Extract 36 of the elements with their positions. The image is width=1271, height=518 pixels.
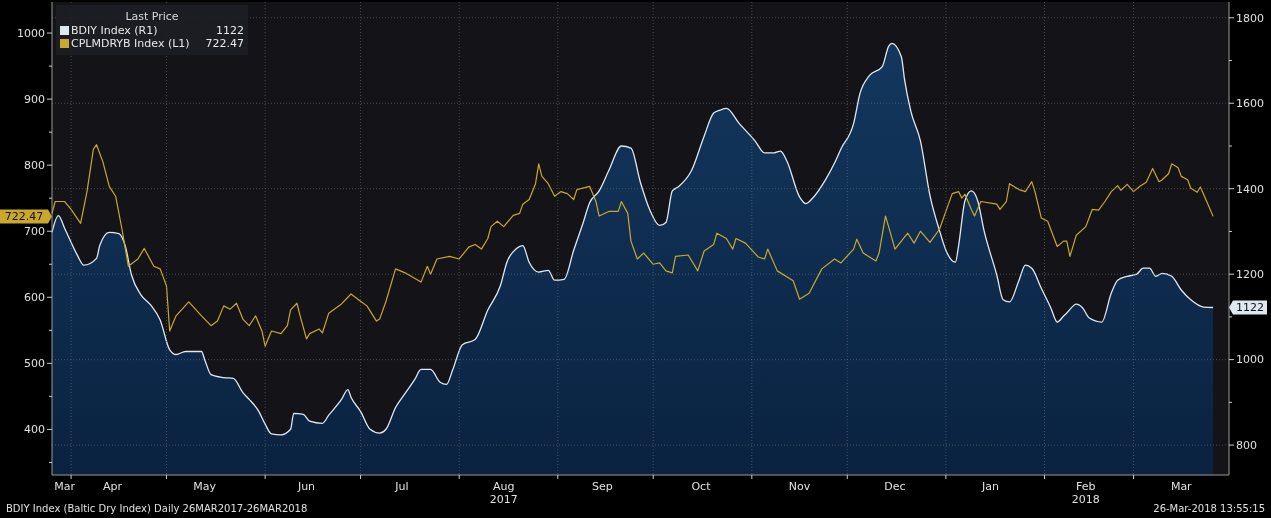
y-tick-label: 800 (24, 159, 45, 173)
legend-title: Last Price (125, 10, 179, 23)
x-tick-label: Apr (102, 480, 123, 493)
y2-tick-label: 1600 (1236, 97, 1264, 111)
text: 722.47 (4, 210, 44, 224)
line-series (51, 144, 1214, 347)
x-tick-label: Mar (1170, 480, 1193, 493)
text: 1122 (1236, 301, 1264, 315)
y-tick-label: 1000 (17, 26, 45, 40)
x-tick-label: Jul (394, 480, 409, 493)
x-tick-label: Jun (296, 480, 316, 493)
y-tick-label: 400 (24, 423, 45, 437)
text: 26-Mar-2018 13:55:15 (1153, 503, 1265, 514)
y2-tick-label: 1800 (1236, 11, 1264, 25)
y-tick-label: 600 (24, 291, 45, 305)
x-tick-label: May (193, 480, 217, 493)
text: BDIY Index (Baltic Dry Index) Daily 26MAR2017-26MAR2018 (6, 503, 308, 514)
legend-label: BDIY Index (R1) (71, 24, 158, 37)
x-tick-label: Nov (788, 480, 811, 493)
y2-tick-label: 1400 (1236, 182, 1264, 196)
x-tick-label: Oct (691, 480, 712, 493)
x-tick-label: Aug 2017 (489, 480, 518, 506)
annotation: 722.47 (205, 37, 244, 50)
y-tick-label: 900 (24, 92, 45, 106)
x-tick-label: Dec (884, 480, 906, 493)
x-tick-label: Jan (980, 480, 999, 493)
y-tick-label: 500 (24, 357, 45, 371)
y2-tick-label: 1000 (1236, 353, 1264, 367)
annotation: 1122 (216, 24, 244, 37)
y2-tick-label: 800 (1236, 438, 1257, 452)
y-tick-label: 700 (24, 225, 45, 239)
y2-tick-label: 1200 (1236, 268, 1264, 282)
x-tick-label: Mar (54, 480, 76, 493)
x-tick-label: Sep (591, 480, 613, 493)
x-tick-label: Feb 2018 (1071, 480, 1100, 506)
legend-label: CPLMDRYB Index (L1) (71, 37, 190, 50)
